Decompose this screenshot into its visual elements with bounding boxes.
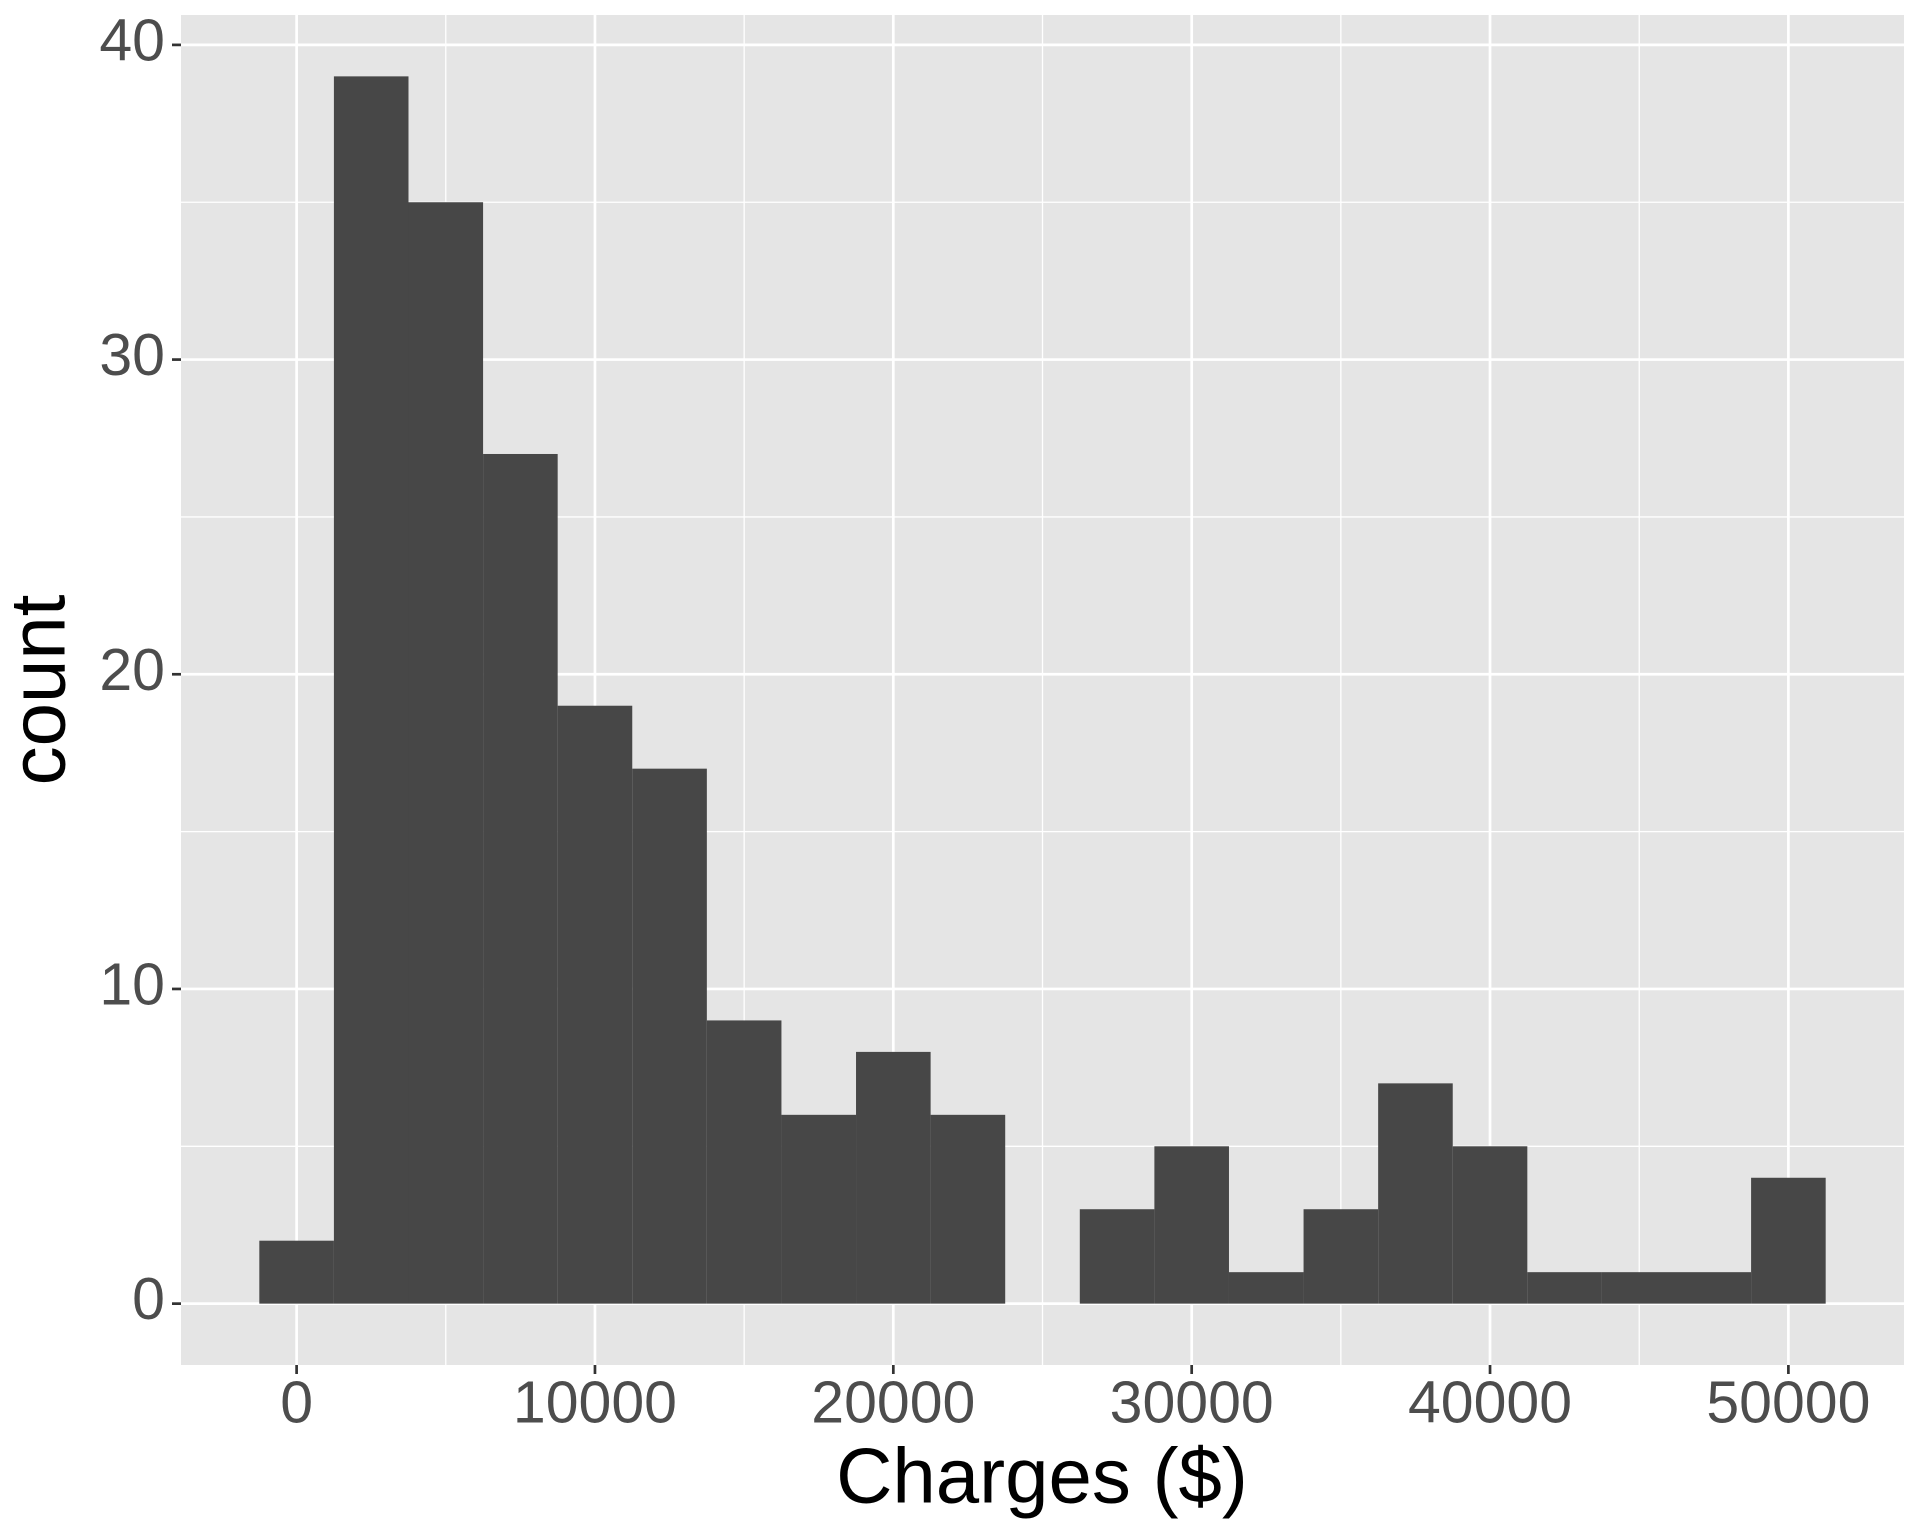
x-tick-label: 50000 — [1706, 1370, 1870, 1436]
bar — [1601, 1272, 1677, 1304]
bar — [483, 453, 558, 1304]
bar — [632, 768, 707, 1304]
bar — [259, 1240, 334, 1304]
bar — [1303, 1209, 1379, 1304]
bar — [1452, 1146, 1528, 1304]
y-axis-title: count — [0, 594, 82, 785]
bar — [1154, 1146, 1229, 1304]
bar — [1228, 1272, 1304, 1304]
bar — [1527, 1272, 1602, 1304]
axes: 0 10000 20000 30000 40000 50000 0 10 20 30 40 — [99, 7, 1870, 1435]
bar — [557, 705, 633, 1304]
bar — [408, 202, 484, 1304]
bar — [1079, 1209, 1155, 1304]
y-tick-label: 40 — [99, 7, 165, 73]
x-axis-title: Charges ($) — [836, 1432, 1248, 1520]
x-tick-label: 20000 — [811, 1370, 975, 1436]
bar — [856, 1051, 931, 1304]
x-tick-label: 10000 — [513, 1370, 677, 1436]
bar — [333, 76, 409, 1304]
y-tick-label: 20 — [99, 637, 165, 703]
y-tick-label: 30 — [99, 322, 165, 388]
y-tick-label: 10 — [99, 952, 165, 1018]
bar — [706, 1020, 782, 1304]
x-tick-label: 30000 — [1110, 1370, 1274, 1436]
bar — [1751, 1177, 1826, 1304]
x-tick-label: 40000 — [1408, 1370, 1572, 1436]
bars — [259, 76, 1826, 1304]
bar — [1676, 1272, 1752, 1304]
y-tick-label: 0 — [132, 1266, 165, 1332]
bar — [930, 1114, 1006, 1304]
bar — [1378, 1083, 1453, 1304]
x-tick-label: 0 — [280, 1370, 313, 1436]
bar — [781, 1114, 857, 1304]
